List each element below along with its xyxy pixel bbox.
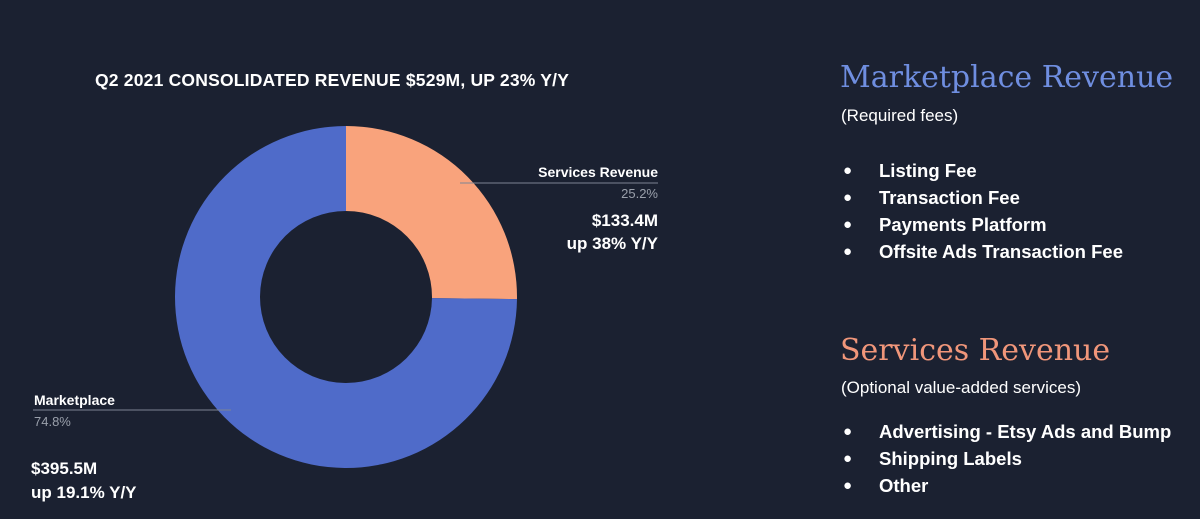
marketplace-slice-growth: up 19.1% Y/Y: [31, 483, 137, 502]
marketplace-slice-percent: 74.8%: [34, 414, 71, 429]
list-item: ● Listing Fee: [843, 157, 1123, 184]
services-slice-name: Services Revenue: [538, 164, 658, 180]
chart-title: Q2 2021 CONSOLIDATED REVENUE $529M, UP 2…: [95, 70, 570, 90]
bullet-icon: ●: [843, 477, 853, 494]
services-slice-amount: $133.4M: [591, 211, 658, 230]
list-item: ● Other: [843, 472, 1171, 499]
slice-marketplace: [175, 126, 517, 469]
marketplace-revenue-heading: Marketplace Revenue: [840, 60, 1174, 95]
list-item: ● Payments Platform: [843, 211, 1123, 238]
list-item: ● Shipping Labels: [843, 445, 1171, 472]
services-slice-percent: 25.2%: [621, 186, 658, 201]
list-item: ● Advertising - Etsy Ads and Bump: [843, 418, 1171, 445]
bullet-icon: ●: [843, 450, 853, 467]
bullet-icon: ●: [843, 243, 853, 260]
bullet-icon: ●: [843, 189, 853, 206]
marketplace-fee-list: ● Listing Fee ● Transaction Fee ● Payments …: [843, 157, 1123, 265]
services-slice-growth: up 38% Y/Y: [566, 234, 658, 253]
bullet-icon: ●: [843, 423, 853, 440]
marketplace-slice-name: Marketplace: [34, 392, 115, 408]
marketplace-revenue-subheading: (Required fees): [841, 106, 959, 125]
marketplace-slice-amount: $395.5M: [31, 459, 98, 478]
services-revenue-subheading: (Optional value-added services): [841, 378, 1082, 397]
bullet-icon: ●: [843, 162, 853, 179]
services-revenue-heading: Services Revenue: [840, 333, 1111, 368]
slice-services-revenue: [346, 126, 517, 300]
list-item: ● Transaction Fee: [843, 184, 1123, 211]
list-item: ● Offsite Ads Transaction Fee: [843, 238, 1123, 265]
bullet-icon: ●: [843, 216, 853, 233]
services-list: ● Advertising - Etsy Ads and Bump ● Shippi…: [843, 418, 1171, 499]
